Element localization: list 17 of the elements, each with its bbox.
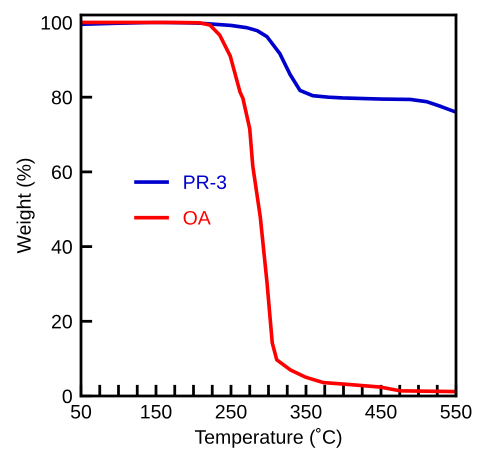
- x-axis-title: Temperature (˚C): [194, 428, 342, 448]
- y-tick-label: 100: [42, 16, 72, 30]
- legend-label: PR-3: [184, 175, 226, 190]
- y-axis-title: Weight (%): [16, 158, 35, 254]
- x-tick-label: 250: [216, 404, 246, 419]
- x-tick-label: 550: [440, 404, 472, 419]
- y-tick-label: 0: [62, 389, 72, 404]
- y-tick-label: 40: [51, 240, 72, 254]
- line-series: [81, 20, 456, 394]
- x-tick-label: 150: [141, 404, 172, 419]
- x-tick-label: 50: [70, 404, 92, 419]
- x-tick-label: 450: [365, 404, 396, 419]
- legend-label: OA: [184, 210, 211, 225]
- y-tick-label: 80: [52, 90, 72, 104]
- y-tick-label: 20: [52, 314, 72, 329]
- x-tick-label: 350: [290, 404, 322, 419]
- y-tick-label: 60: [52, 165, 72, 180]
